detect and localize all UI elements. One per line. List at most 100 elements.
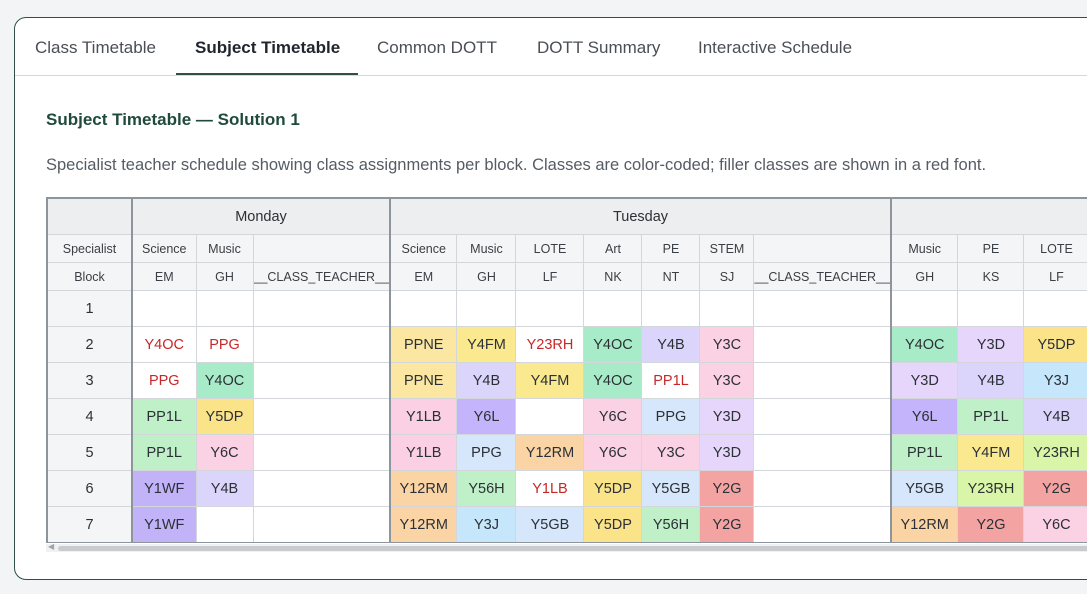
- class-cell[interactable]: Y3D: [890, 362, 959, 399]
- class-cell[interactable]: [583, 290, 643, 327]
- class-cell[interactable]: [515, 398, 585, 435]
- scroll-thumb[interactable]: [58, 546, 1087, 551]
- class-cell[interactable]: Y1LB: [389, 398, 458, 435]
- class-cell[interactable]: Y1LB: [515, 470, 585, 507]
- class-cell[interactable]: Y4FM: [957, 434, 1025, 471]
- class-cell[interactable]: Y2G: [957, 506, 1025, 543]
- tab-class-timetable[interactable]: Class Timetable: [35, 38, 156, 57]
- class-cell[interactable]: Y4B: [957, 362, 1025, 399]
- class-cell[interactable]: [195, 506, 254, 543]
- class-cell[interactable]: [252, 398, 391, 435]
- class-cell[interactable]: Y5DP: [583, 506, 643, 543]
- class-cell[interactable]: PP1L: [641, 362, 701, 399]
- timetable-scroll-container[interactable]: Monday Tuesday Specialist Science Music Scien…: [46, 197, 1087, 543]
- class-cell[interactable]: [195, 290, 254, 327]
- class-cell[interactable]: Y5GB: [890, 470, 959, 507]
- class-cell[interactable]: Y3C: [699, 326, 755, 363]
- class-cell[interactable]: Y5DP: [1023, 326, 1087, 363]
- class-cell[interactable]: Y1LB: [389, 434, 458, 471]
- class-cell[interactable]: Y23RH: [1023, 434, 1087, 471]
- tab-common-dott[interactable]: Common DOTT: [377, 38, 497, 57]
- class-cell[interactable]: Y3C: [699, 362, 755, 399]
- class-cell[interactable]: Y4OC: [583, 362, 643, 399]
- class-cell[interactable]: Y3C: [641, 434, 701, 471]
- class-cell[interactable]: Y5GB: [641, 470, 701, 507]
- class-cell[interactable]: [753, 326, 892, 363]
- horizontal-scrollbar[interactable]: ◀: [46, 542, 1087, 552]
- class-cell[interactable]: [753, 398, 892, 435]
- class-cell[interactable]: [753, 434, 892, 471]
- class-cell[interactable]: Y6L: [890, 398, 959, 435]
- class-cell[interactable]: [957, 290, 1025, 327]
- class-cell[interactable]: PPG: [456, 434, 517, 471]
- class-cell[interactable]: [699, 290, 755, 327]
- class-cell[interactable]: Y4FM: [515, 362, 585, 399]
- class-cell[interactable]: PP1L: [131, 434, 197, 471]
- class-cell[interactable]: Y12RM: [515, 434, 585, 471]
- class-cell[interactable]: [753, 290, 892, 327]
- class-cell[interactable]: PPG: [641, 398, 701, 435]
- class-cell[interactable]: Y3J: [1023, 362, 1087, 399]
- class-cell[interactable]: Y3D: [957, 326, 1025, 363]
- class-cell[interactable]: Y4OC: [131, 326, 197, 363]
- class-cell[interactable]: Y23RH: [515, 326, 585, 363]
- class-cell[interactable]: [252, 470, 391, 507]
- class-cell[interactable]: Y2G: [1023, 470, 1087, 507]
- class-cell[interactable]: Y5DP: [583, 470, 643, 507]
- class-cell[interactable]: Y4B: [456, 362, 517, 399]
- class-cell[interactable]: [389, 290, 458, 327]
- class-cell[interactable]: [641, 290, 701, 327]
- class-cell[interactable]: PP1L: [957, 398, 1025, 435]
- class-cell[interactable]: Y2G: [699, 470, 755, 507]
- class-cell[interactable]: [456, 290, 517, 327]
- class-cell[interactable]: Y4B: [1023, 398, 1087, 435]
- class-cell[interactable]: PPG: [131, 362, 197, 399]
- class-cell[interactable]: Y4FM: [456, 326, 517, 363]
- class-cell[interactable]: [1023, 290, 1087, 327]
- class-cell[interactable]: Y12RM: [389, 506, 458, 543]
- class-cell[interactable]: Y6C: [195, 434, 254, 471]
- class-cell[interactable]: Y3J: [456, 506, 517, 543]
- class-cell[interactable]: [753, 470, 892, 507]
- class-cell[interactable]: Y4B: [195, 470, 254, 507]
- class-cell[interactable]: Y1WF: [131, 470, 197, 507]
- class-cell[interactable]: Y4OC: [890, 326, 959, 363]
- class-cell[interactable]: Y4OC: [195, 362, 254, 399]
- class-cell[interactable]: PP1L: [131, 398, 197, 435]
- class-cell[interactable]: Y1WF: [131, 506, 197, 543]
- class-cell[interactable]: PPNE: [389, 326, 458, 363]
- tab-subject-timetable[interactable]: Subject Timetable: [195, 38, 341, 57]
- class-cell[interactable]: [890, 290, 959, 327]
- scroll-left-icon[interactable]: ◀: [48, 542, 55, 551]
- class-cell[interactable]: Y23RH: [957, 470, 1025, 507]
- class-cell[interactable]: Y5DP: [195, 398, 254, 435]
- class-cell[interactable]: [753, 362, 892, 399]
- class-cell[interactable]: [252, 434, 391, 471]
- class-cell[interactable]: [753, 506, 892, 543]
- class-cell[interactable]: Y56H: [641, 506, 701, 543]
- class-cell[interactable]: Y6C: [1023, 506, 1087, 543]
- class-cell[interactable]: PPNE: [389, 362, 458, 399]
- class-cell[interactable]: Y12RM: [389, 470, 458, 507]
- tab-dott-summary[interactable]: DOTT Summary: [537, 38, 661, 57]
- class-cell[interactable]: Y56H: [456, 470, 517, 507]
- tab-interactive-schedule[interactable]: Interactive Schedule: [698, 38, 853, 57]
- class-cell[interactable]: Y6C: [583, 398, 643, 435]
- class-cell[interactable]: [252, 362, 391, 399]
- class-cell[interactable]: [252, 506, 391, 543]
- class-cell[interactable]: [131, 290, 197, 327]
- class-cell[interactable]: Y2G: [699, 506, 755, 543]
- class-cell[interactable]: Y5GB: [515, 506, 585, 543]
- class-cell[interactable]: PPG: [195, 326, 254, 363]
- class-cell[interactable]: Y3D: [699, 434, 755, 471]
- class-cell[interactable]: Y12RM: [890, 506, 959, 543]
- class-cell[interactable]: Y6C: [583, 434, 643, 471]
- class-cell[interactable]: [252, 290, 391, 327]
- class-cell[interactable]: Y6L: [456, 398, 517, 435]
- class-cell[interactable]: [252, 326, 391, 363]
- class-cell[interactable]: Y4B: [641, 326, 701, 363]
- class-cell[interactable]: [515, 290, 585, 327]
- class-cell[interactable]: PP1L: [890, 434, 959, 471]
- class-cell[interactable]: Y3D: [699, 398, 755, 435]
- class-cell[interactable]: Y4OC: [583, 326, 643, 363]
